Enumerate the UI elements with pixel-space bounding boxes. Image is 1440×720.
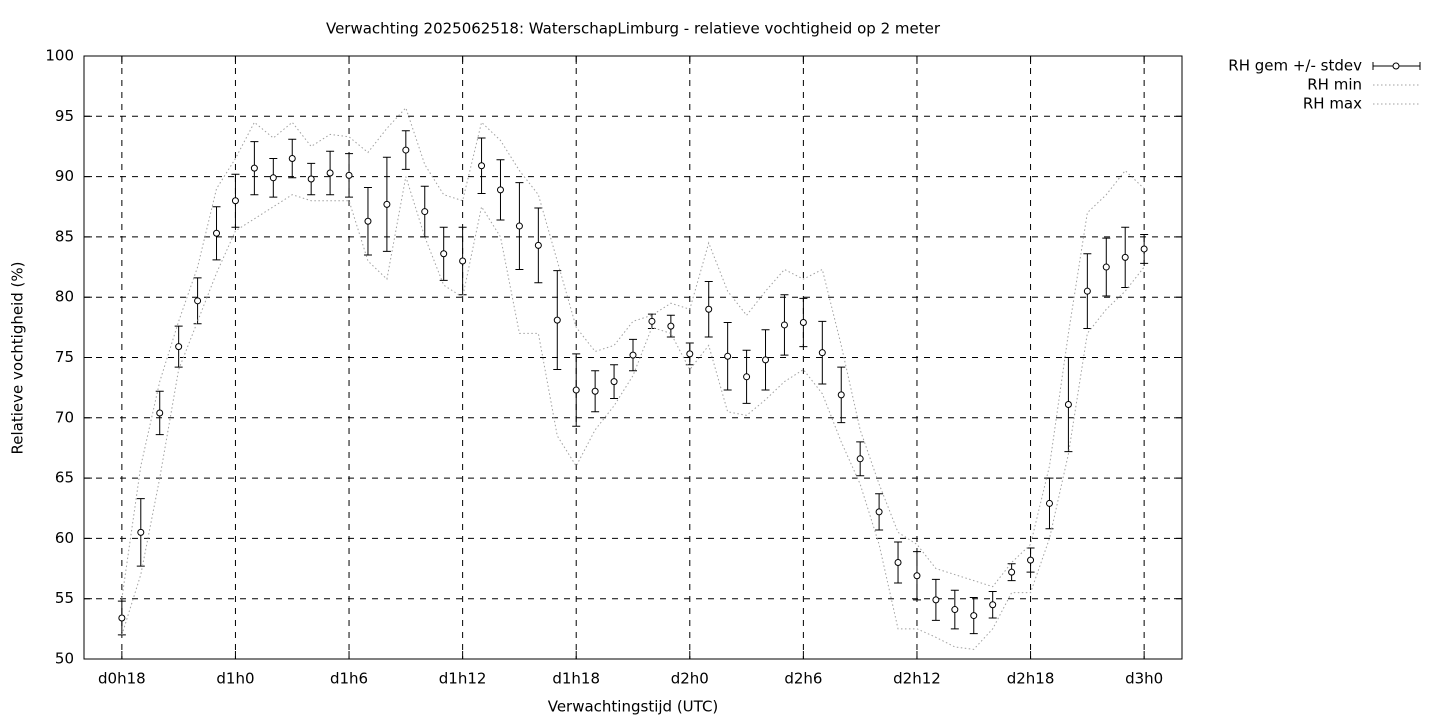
- point: [572, 386, 580, 394]
- point: [648, 317, 656, 325]
- x-tick-label: d3h0: [1125, 670, 1163, 688]
- x-axis-label: Verwachtingstijd (UTC): [548, 698, 719, 716]
- point: [326, 169, 334, 177]
- point: [724, 352, 732, 360]
- point: [515, 222, 523, 230]
- y-tick-label: 70: [55, 408, 74, 426]
- point: [459, 257, 467, 265]
- point: [345, 171, 353, 179]
- range-line: [121, 176, 1145, 650]
- point: [629, 351, 637, 359]
- point: [743, 373, 751, 381]
- y-tick-label: 55: [55, 589, 74, 607]
- x-tick-label: d1h12: [439, 670, 487, 688]
- legend-label: RH max: [1303, 95, 1362, 113]
- point: [1045, 499, 1053, 507]
- point: [137, 528, 145, 536]
- x-tick-label: d1h0: [216, 670, 254, 688]
- point: [705, 305, 713, 313]
- x-tick-label: d2h18: [1007, 670, 1055, 688]
- y-tick-label: 100: [45, 47, 74, 65]
- x-tick-label: d2h12: [893, 670, 941, 688]
- point: [231, 197, 239, 205]
- y-axis-label: Relatieve vochtigheid (%): [9, 261, 27, 454]
- point: [1102, 263, 1110, 271]
- point: [194, 297, 202, 305]
- y-tick-label: 95: [55, 107, 74, 125]
- x-tick-label: d1h6: [330, 670, 368, 688]
- point: [402, 146, 410, 154]
- point: [269, 174, 277, 182]
- point: [951, 606, 959, 614]
- chart-title: Verwachting 2025062518: WaterschapLimbur…: [326, 20, 941, 38]
- point: [686, 350, 694, 358]
- point: [989, 601, 997, 609]
- point: [156, 409, 164, 417]
- y-tick-label: 50: [55, 650, 74, 668]
- y-tick-label: 65: [55, 469, 74, 487]
- point: [591, 387, 599, 395]
- point: [478, 162, 486, 170]
- point: [175, 343, 183, 351]
- point: [250, 164, 258, 172]
- point: [534, 241, 542, 249]
- point: [837, 391, 845, 399]
- point: [213, 229, 221, 237]
- point: [118, 614, 126, 622]
- point: [894, 559, 902, 567]
- point: [1083, 287, 1091, 295]
- plot-frame: [83, 55, 1183, 660]
- y-tick-label: 90: [55, 167, 74, 185]
- y-tick-label: 75: [55, 348, 74, 366]
- x-tick-label: d2h0: [671, 670, 709, 688]
- point: [383, 200, 391, 208]
- point: [288, 155, 296, 163]
- legend-swatch: [1392, 62, 1400, 70]
- point: [799, 319, 807, 327]
- point: [667, 322, 675, 330]
- range-line: [121, 106, 1145, 599]
- point: [1064, 401, 1072, 409]
- point: [970, 612, 978, 620]
- y-tick-label: 80: [55, 288, 74, 306]
- legend-label: RH gem +/- stdev: [1228, 57, 1362, 75]
- point: [818, 349, 826, 357]
- x-tick-label: d2h6: [784, 670, 822, 688]
- point: [1008, 568, 1016, 576]
- point: [780, 321, 788, 329]
- point: [496, 186, 504, 194]
- y-tick-label: 85: [55, 227, 74, 245]
- point: [932, 596, 940, 604]
- point: [1027, 556, 1035, 564]
- point: [1121, 253, 1129, 261]
- point: [440, 250, 448, 258]
- x-tick-label: d0h18: [98, 670, 146, 688]
- legend-label: RH min: [1307, 76, 1362, 94]
- point: [307, 175, 315, 183]
- y-tick-label: 60: [55, 529, 74, 547]
- point: [762, 356, 770, 364]
- point: [875, 508, 883, 516]
- point: [364, 217, 372, 225]
- point: [421, 208, 429, 216]
- x-tick-label: d1h18: [552, 670, 600, 688]
- point: [913, 572, 921, 580]
- point: [856, 455, 864, 463]
- point: [610, 378, 618, 386]
- point: [553, 316, 561, 324]
- point: [1140, 245, 1148, 253]
